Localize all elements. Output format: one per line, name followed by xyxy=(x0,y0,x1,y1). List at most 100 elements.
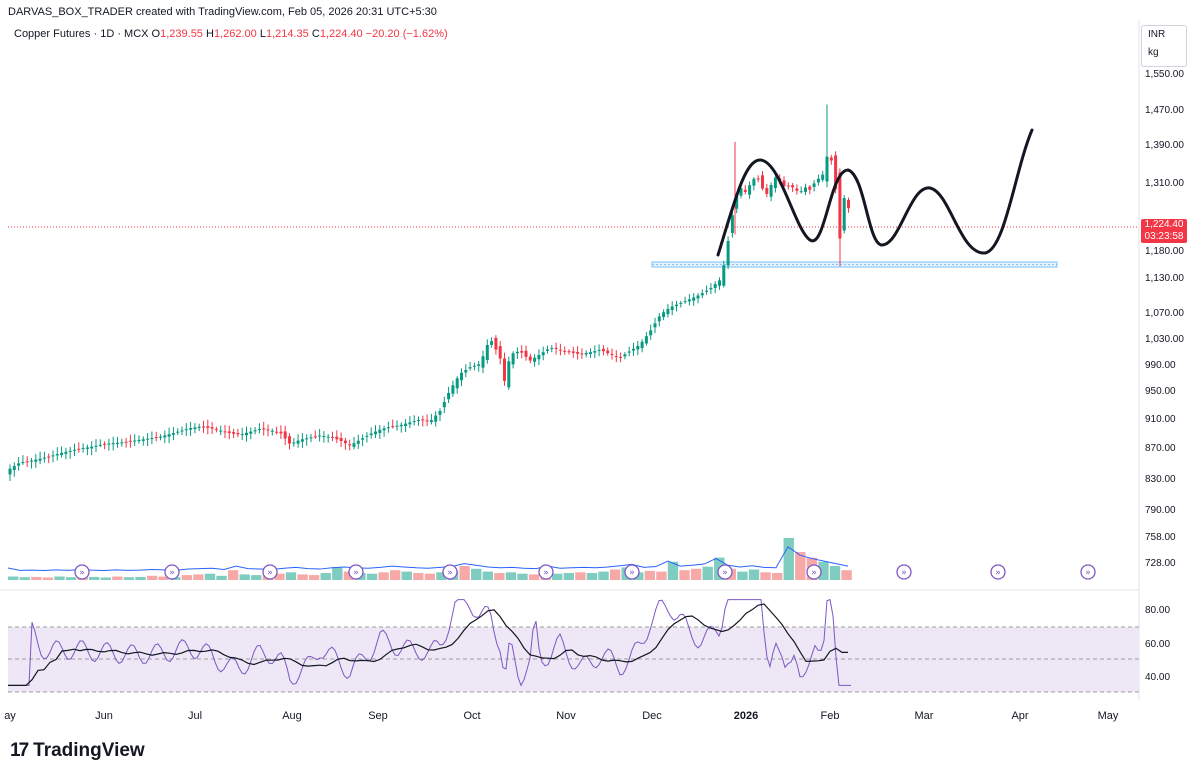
candle-body xyxy=(305,438,309,440)
volume-bar xyxy=(135,576,146,580)
volume-bar xyxy=(609,569,621,580)
candle-body xyxy=(821,174,825,180)
candle-body xyxy=(804,187,807,192)
candle-body xyxy=(73,449,76,451)
candle-body xyxy=(636,345,640,350)
candle-body xyxy=(477,364,481,366)
volume-bar xyxy=(297,574,308,580)
volume-bar xyxy=(471,568,482,580)
volume-bar xyxy=(841,570,852,580)
candle-body xyxy=(632,348,635,351)
volume-bar xyxy=(795,552,806,580)
time-tick-label: May xyxy=(1098,710,1119,722)
candle-body xyxy=(369,433,373,436)
event-arrow-glyph: » xyxy=(169,568,175,578)
rsi-tick-label: 60.00 xyxy=(1145,639,1170,650)
candle-body xyxy=(537,354,541,360)
candle-body xyxy=(546,349,549,351)
candle-body xyxy=(17,463,21,466)
volume-bar xyxy=(389,570,401,580)
event-marker-icon xyxy=(624,564,640,580)
candle-body xyxy=(718,280,721,286)
candle-body xyxy=(275,431,279,433)
volume-bar xyxy=(771,573,783,580)
candle-body xyxy=(245,432,248,436)
candle-body xyxy=(696,295,700,299)
high-label: H xyxy=(206,28,214,40)
candle-body xyxy=(408,422,412,425)
candle-body xyxy=(571,351,575,353)
candle-body xyxy=(386,427,390,429)
volume-bar xyxy=(54,576,65,580)
candle-body xyxy=(752,178,756,186)
candle-body xyxy=(378,429,382,433)
event-arrow-glyph: » xyxy=(543,568,549,578)
candle-body xyxy=(128,440,132,442)
candle-body xyxy=(292,442,296,444)
candle-body xyxy=(167,434,171,437)
candle-body xyxy=(756,178,760,180)
candle-body xyxy=(206,426,210,428)
currency-label: INR xyxy=(1148,29,1166,40)
candle-body xyxy=(816,178,820,183)
volume-bar xyxy=(332,567,343,580)
candle-body xyxy=(146,438,150,440)
candle-body xyxy=(520,351,524,353)
tradingview-logo[interactable]: 17 TradingView xyxy=(10,740,145,762)
open-value: 1,239.55 xyxy=(160,28,203,40)
candle-body xyxy=(627,351,631,353)
candle-body xyxy=(623,354,627,357)
candle-body xyxy=(528,356,532,361)
price-tick-label: 990.00 xyxy=(1145,360,1176,371)
candle-body xyxy=(21,462,25,464)
event-marker-icon xyxy=(538,564,554,580)
volume-bar xyxy=(146,575,158,580)
volume-bar xyxy=(343,571,355,580)
candle-body xyxy=(580,353,584,355)
candle-body xyxy=(425,420,429,422)
price-tick-label: 790.00 xyxy=(1145,505,1176,516)
volume-bar xyxy=(656,571,667,580)
volume-bar xyxy=(112,576,123,580)
event-arrow-glyph: » xyxy=(353,568,359,578)
candle-body xyxy=(382,428,386,431)
candle-body xyxy=(219,430,223,432)
candle-body xyxy=(343,440,347,444)
candle-body xyxy=(184,429,188,431)
volume-bar xyxy=(829,566,841,580)
volume-bar xyxy=(679,570,690,580)
candle-body xyxy=(197,426,201,429)
volume-bar xyxy=(89,576,100,580)
candle-body xyxy=(606,350,610,354)
candle-body xyxy=(442,401,446,408)
candle-body xyxy=(640,341,644,349)
event-arrow-glyph: » xyxy=(447,568,453,578)
unit-label: kg xyxy=(1148,47,1159,58)
volume-bar xyxy=(204,573,216,580)
candle-body xyxy=(399,424,403,427)
volume-bar xyxy=(690,568,702,580)
volume-bar xyxy=(459,566,470,580)
volume-bar xyxy=(494,573,505,580)
candle-body xyxy=(68,450,72,452)
candle-body xyxy=(232,432,236,434)
time-tick-label: Aug xyxy=(282,710,302,722)
candle-body xyxy=(8,468,12,475)
symbol-name[interactable]: Copper Futures · 1D · MCX xyxy=(14,28,149,40)
candle-body xyxy=(154,437,158,439)
time-tick-label: Sep xyxy=(368,710,388,722)
price-unit-box[interactable]: INR kg xyxy=(1141,25,1187,67)
rsi-band xyxy=(8,627,1139,692)
candle-body xyxy=(567,351,571,353)
volume-bar xyxy=(783,538,794,580)
candle-body xyxy=(533,357,537,362)
candle-body xyxy=(679,302,683,304)
candle-body xyxy=(12,466,16,470)
candle-body xyxy=(683,301,687,303)
candle-body xyxy=(515,351,519,354)
candle-body xyxy=(124,441,128,443)
candle-body xyxy=(490,341,494,345)
volume-bar xyxy=(285,572,297,580)
candle-body xyxy=(318,435,322,437)
